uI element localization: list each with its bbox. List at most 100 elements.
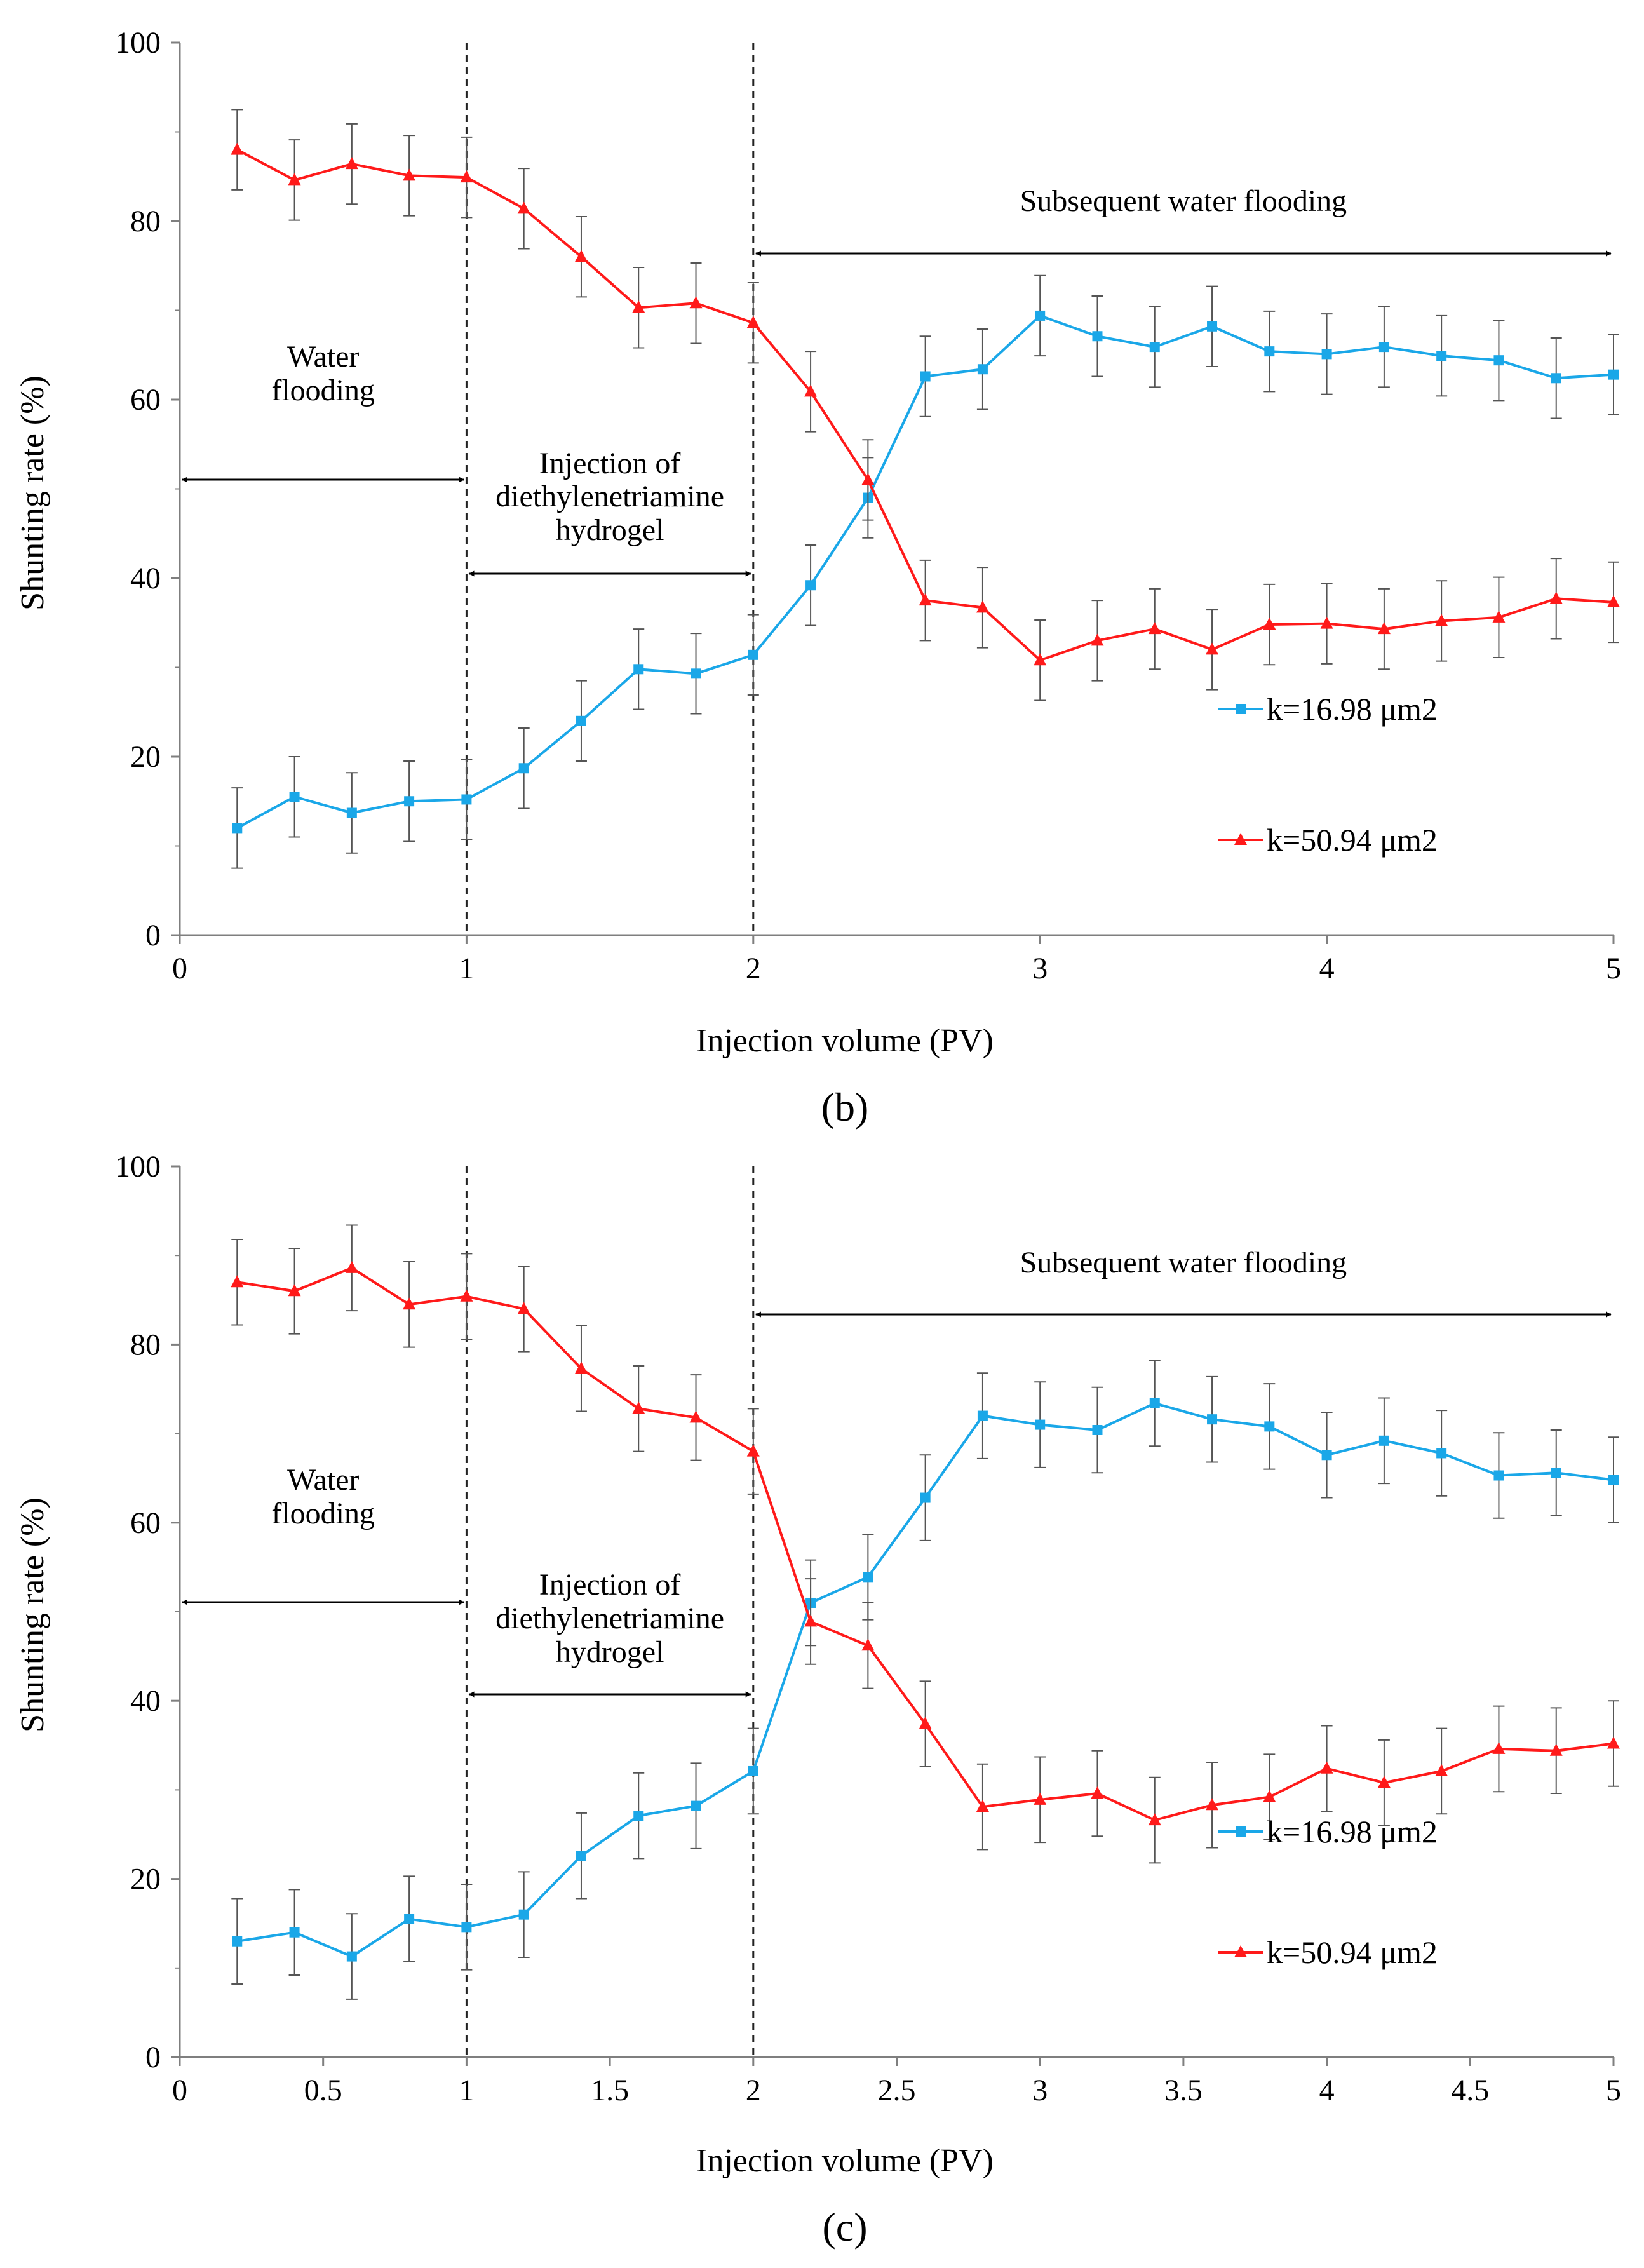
data-point — [633, 1811, 644, 1821]
data-point — [861, 1638, 875, 1651]
x-tick-label: 1 — [459, 952, 474, 985]
data-point — [460, 170, 473, 183]
data-point — [633, 664, 644, 675]
x-tick-label: 5 — [1606, 2074, 1621, 2107]
data-point — [1549, 591, 1563, 604]
data-point — [461, 794, 472, 805]
legend-label: k=16.98 μm2 — [1267, 1814, 1438, 1849]
x-tick-label: 0.5 — [304, 2074, 342, 2107]
stage-annotation: Injection of — [539, 447, 681, 480]
data-point — [576, 715, 586, 726]
x-tick-label: 5 — [1606, 952, 1621, 985]
data-point — [1320, 616, 1333, 629]
data-point — [289, 1927, 300, 1938]
x-tick-label: 3.5 — [1164, 2074, 1203, 2107]
data-point — [919, 1717, 932, 1729]
legend-marker — [1234, 1945, 1247, 1957]
stage-annotation: Injection of — [539, 1568, 681, 1602]
x-tick-label: 2.5 — [878, 2074, 916, 2107]
data-point — [1378, 1435, 1389, 1446]
legend-label: k=16.98 μm2 — [1267, 691, 1438, 727]
data-point — [746, 316, 760, 328]
data-point — [1608, 369, 1619, 380]
data-point — [1207, 321, 1218, 332]
data-point — [1377, 622, 1391, 635]
data-point — [404, 796, 415, 807]
data-point — [345, 157, 358, 170]
data-point — [1206, 642, 1219, 655]
data-point — [1207, 1414, 1218, 1425]
data-point — [460, 1289, 473, 1302]
data-point — [977, 1410, 988, 1421]
data-point — [574, 1361, 588, 1374]
data-point — [1264, 346, 1275, 357]
data-point — [976, 600, 989, 613]
x-axis-title: Injection volume (PV) — [696, 1023, 994, 1059]
y-tick-label: 20 — [130, 1863, 161, 1896]
data-point — [1492, 610, 1506, 623]
data-point — [1320, 1761, 1333, 1774]
data-point — [689, 296, 703, 309]
x-tick-label: 4 — [1319, 952, 1335, 985]
data-point — [288, 173, 301, 186]
data-point — [1149, 1398, 1160, 1408]
data-point — [1551, 1468, 1561, 1478]
data-point — [1321, 1450, 1332, 1461]
data-point — [1092, 1424, 1103, 1435]
data-point — [517, 1302, 530, 1314]
y-tick-label: 100 — [115, 26, 161, 60]
y-tick-label: 80 — [130, 1328, 161, 1361]
x-tick-label: 3 — [1032, 952, 1048, 985]
data-point — [1549, 1743, 1563, 1756]
data-point — [689, 1410, 703, 1423]
data-point — [232, 1936, 243, 1947]
stage-annotation: hydrogel — [556, 1635, 664, 1669]
data-point — [403, 168, 416, 181]
data-point — [748, 1765, 758, 1776]
x-tick-label: 4 — [1319, 2074, 1335, 2107]
data-point — [1492, 1741, 1506, 1754]
data-point — [1148, 622, 1161, 635]
data-point — [289, 792, 300, 802]
data-point — [1607, 1736, 1620, 1749]
y-tick-label: 40 — [130, 1684, 161, 1718]
data-point — [805, 580, 816, 591]
data-point — [404, 1914, 415, 1924]
x-tick-label: 0 — [172, 952, 187, 985]
data-point — [574, 250, 588, 262]
data-point — [345, 1260, 358, 1273]
chart-panel-b: Shunting rate (%) Injection volume (PV) … — [15, 26, 1621, 1130]
legend-marker — [1236, 704, 1246, 714]
data-point — [232, 823, 243, 834]
data-point — [863, 1572, 873, 1583]
data-point — [1035, 310, 1046, 321]
x-axis-title: Injection volume (PV) — [696, 2143, 994, 2179]
data-point — [288, 1284, 301, 1297]
data-point — [231, 142, 244, 155]
data-point — [691, 1800, 701, 1811]
data-point — [691, 668, 701, 679]
panel-label: (c) — [822, 2204, 867, 2250]
stage-annotation: diethylenetriamine — [495, 480, 724, 513]
data-point — [861, 473, 875, 485]
data-point — [920, 371, 931, 382]
data-point — [1092, 331, 1103, 342]
legend-marker — [1236, 1826, 1246, 1837]
y-tick-label: 60 — [130, 383, 161, 417]
stage-annotation: hydrogel — [556, 513, 664, 547]
data-point — [1263, 1790, 1276, 1802]
data-point — [1493, 355, 1504, 366]
data-point — [1435, 614, 1448, 626]
data-point — [1091, 1786, 1104, 1799]
data-point — [576, 1851, 586, 1861]
legend-marker — [1234, 833, 1247, 845]
data-point — [632, 1401, 645, 1414]
x-tick-label: 1.5 — [591, 2074, 629, 2107]
stage-annotation: diethylenetriamine — [495, 1602, 724, 1635]
x-tick-label: 4.5 — [1451, 2074, 1489, 2107]
y-tick-label: 60 — [130, 1506, 161, 1540]
stage-annotation: Subsequent water flooding — [1020, 184, 1347, 218]
data-point — [1321, 349, 1332, 360]
data-point — [1493, 1470, 1504, 1481]
